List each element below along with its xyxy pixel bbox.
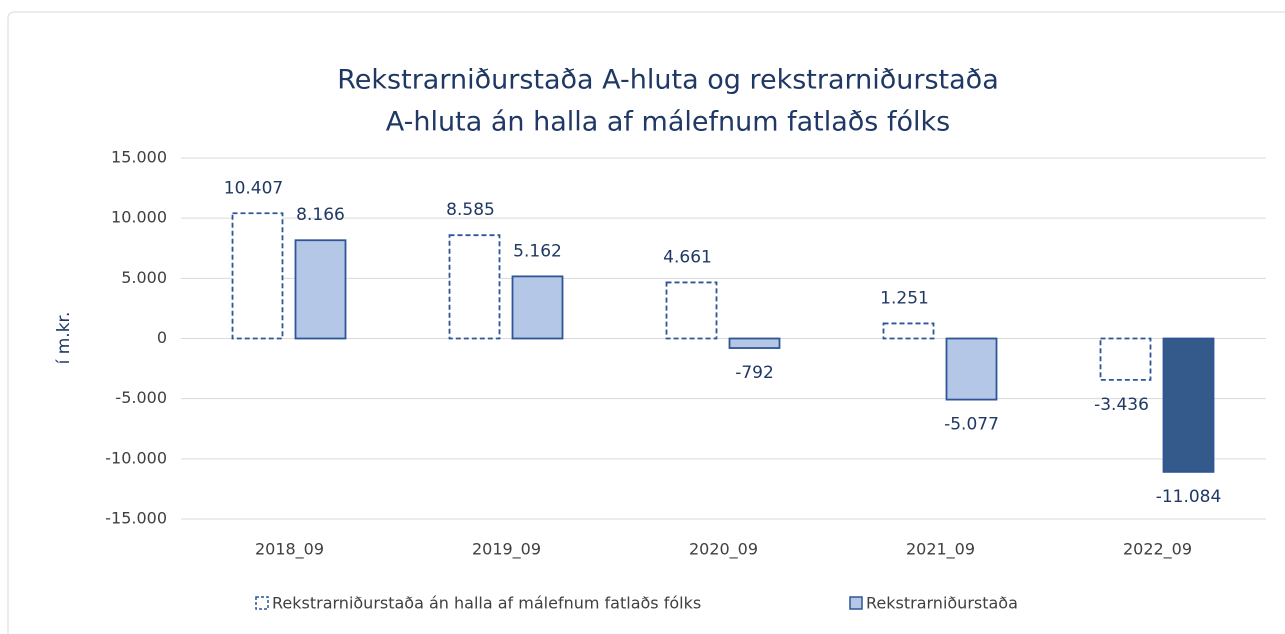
legend-swatch [255, 596, 269, 610]
y-tick-label: -5.000 [115, 388, 167, 407]
y-tick-label: -15.000 [105, 509, 167, 528]
x-tick-label: 2022_09 [1123, 540, 1192, 560]
bar [1162, 337, 1215, 473]
y-tick-label: 0 [157, 328, 167, 347]
bar [882, 322, 935, 340]
value-label: 4.661 [663, 247, 712, 267]
value-label: 1.251 [880, 288, 929, 308]
value-label: 8.166 [296, 205, 345, 225]
x-tick-label: 2019_09 [472, 540, 541, 560]
bar [1099, 337, 1152, 381]
bar [511, 275, 564, 340]
value-label: -792 [735, 363, 774, 383]
bar [231, 212, 284, 340]
bar [728, 337, 781, 349]
legend-swatch [849, 596, 863, 610]
x-tick-label: 2021_09 [906, 540, 975, 560]
y-tick-label: 15.000 [111, 148, 167, 167]
bar [945, 337, 998, 401]
x-tick-label: 2018_09 [255, 540, 324, 560]
y-tick-label: -10.000 [105, 448, 167, 467]
chart-title: Rekstrarniðurstaða A-hluta og rekstrarni… [337, 65, 999, 96]
y-tick-label: 10.000 [111, 208, 167, 227]
value-label: -11.084 [1156, 487, 1222, 507]
bar [448, 234, 501, 340]
bar [294, 239, 347, 340]
x-tick-label: 2020_09 [689, 540, 758, 560]
value-label: -5.077 [944, 415, 999, 435]
legend-label: Rekstrarniðurstaða án halla af málefnum … [272, 594, 701, 613]
y-axis-label: í m.kr. [54, 312, 74, 365]
value-label: 10.407 [224, 178, 283, 198]
chart-title: A-hluta án halla af málefnum fatlaðs fól… [386, 107, 950, 138]
value-label: -3.436 [1094, 395, 1149, 415]
chart-border [7, 11, 1285, 634]
bar [665, 281, 718, 340]
value-label: 5.162 [513, 241, 562, 261]
value-label: 8.585 [446, 200, 495, 220]
legend-label: Rekstrarniðurstaða [866, 594, 1018, 613]
y-tick-label: 5.000 [121, 268, 167, 287]
